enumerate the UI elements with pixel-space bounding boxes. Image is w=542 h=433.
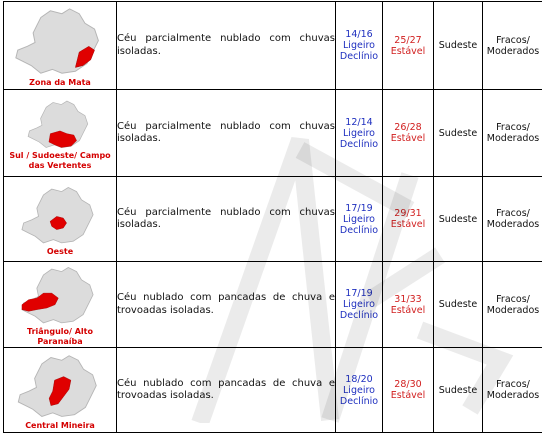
wind-direction: Sudeste: [434, 262, 483, 348]
humidity-trend: Estável: [383, 219, 433, 230]
wind-direction: Sudeste: [434, 348, 483, 433]
temperature-value: 12/14: [336, 117, 382, 128]
forecast-description: Céu parcialmente nublado com chuvas isol…: [117, 177, 336, 262]
minas-gerais-map-icon: [12, 185, 108, 247]
minas-gerais-map-icon: [12, 99, 108, 151]
wind-intensity-cell: Fracos/ Moderados: [483, 262, 542, 348]
temperature-trend-line1: Ligeiro: [336, 299, 382, 310]
wind-intensity-line2: Moderados: [483, 390, 542, 401]
wind-intensity-cell: Fracos/ Moderados: [483, 90, 542, 177]
table-row: Central Mineira Céu nublado com pancadas…: [4, 348, 542, 433]
wind-intensity-line2: Moderados: [483, 133, 542, 144]
region-name: Central Mineira: [4, 421, 116, 431]
wind-direction: Sudeste: [434, 177, 483, 262]
minas-gerais-map-icon: [12, 353, 108, 421]
humidity-trend: Estável: [383, 133, 433, 144]
wind-intensity-line1: Fracos/: [483, 208, 542, 219]
region-name: Triângulo/ Alto Paranaíba: [4, 327, 116, 347]
temperature-cell: 17/19 Ligeiro Declínio: [336, 262, 383, 348]
minas-gerais-map-icon: [12, 6, 108, 78]
temperature-trend-line1: Ligeiro: [336, 128, 382, 139]
region-map-cell: Central Mineira: [4, 348, 117, 433]
temperature-value: 17/19: [336, 203, 382, 214]
humidity-value: 25/27: [383, 35, 433, 46]
region-name: Sul / Sudoeste/ Campo das Vertentes: [4, 151, 116, 171]
wind-direction: Sudeste: [434, 90, 483, 177]
humidity-cell: 29/31 Estável: [383, 177, 434, 262]
humidity-cell: 28/30 Estável: [383, 348, 434, 433]
wind-intensity-line2: Moderados: [483, 219, 542, 230]
minas-gerais-map-icon: [12, 265, 108, 327]
wind-intensity-cell: Fracos/ Moderados: [483, 177, 542, 262]
wind-intensity-cell: Fracos/ Moderados: [483, 2, 542, 90]
temperature-value: 14/16: [336, 29, 382, 40]
humidity-trend: Estável: [383, 390, 433, 401]
forecast-description: Céu parcialmente nublado com chuvas isol…: [117, 90, 336, 177]
wind-intensity-line2: Moderados: [483, 305, 542, 316]
temperature-cell: 17/19 Ligeiro Declínio: [336, 177, 383, 262]
humidity-cell: 25/27 Estável: [383, 2, 434, 90]
forecast-description: Céu nublado com pancadas de chuva e trov…: [117, 262, 336, 348]
region-map-cell: Sul / Sudoeste/ Campo das Vertentes: [4, 90, 117, 177]
temperature-trend-line1: Ligeiro: [336, 40, 382, 51]
temperature-cell: 12/14 Ligeiro Declínio: [336, 90, 383, 177]
humidity-cell: 26/28 Estável: [383, 90, 434, 177]
forecast-table: Zona da Mata Céu parcialmente nublado co…: [3, 1, 542, 433]
region-map-cell: Oeste: [4, 177, 117, 262]
table-row: Triângulo/ Alto Paranaíba Céu nublado co…: [4, 262, 542, 348]
wind-intensity-cell: Fracos/ Moderados: [483, 348, 542, 433]
humidity-trend: Estável: [383, 46, 433, 57]
temperature-trend-line1: Ligeiro: [336, 214, 382, 225]
temperature-cell: 18/20 Ligeiro Declínio: [336, 348, 383, 433]
forecast-description: Céu nublado com pancadas de chuva e trov…: [117, 348, 336, 433]
wind-intensity-line1: Fracos/: [483, 122, 542, 133]
temperature-trend-line2: Declínio: [336, 310, 382, 321]
humidity-value: 26/28: [383, 122, 433, 133]
temperature-value: 18/20: [336, 374, 382, 385]
wind-intensity-line1: Fracos/: [483, 35, 542, 46]
temperature-cell: 14/16 Ligeiro Declínio: [336, 2, 383, 90]
humidity-value: 28/30: [383, 379, 433, 390]
table-row: Zona da Mata Céu parcialmente nublado co…: [4, 2, 542, 90]
table-row: Sul / Sudoeste/ Campo das Vertentes Céu …: [4, 90, 542, 177]
temperature-trend-line2: Declínio: [336, 396, 382, 407]
region-map-cell: Triângulo/ Alto Paranaíba: [4, 262, 117, 348]
table-row: Oeste Céu parcialmente nublado com chuva…: [4, 177, 542, 262]
region-name: Oeste: [4, 247, 116, 257]
region-map-cell: Zona da Mata: [4, 2, 117, 90]
wind-intensity-line1: Fracos/: [483, 294, 542, 305]
humidity-trend: Estável: [383, 305, 433, 316]
temperature-trend-line2: Declínio: [336, 139, 382, 150]
forecast-description: Céu parcialmente nublado com chuvas isol…: [117, 2, 336, 90]
humidity-cell: 31/33 Estável: [383, 262, 434, 348]
humidity-value: 31/33: [383, 294, 433, 305]
wind-intensity-line1: Fracos/: [483, 379, 542, 390]
humidity-value: 29/31: [383, 208, 433, 219]
wind-intensity-line2: Moderados: [483, 46, 542, 57]
temperature-trend-line2: Declínio: [336, 225, 382, 236]
region-name: Zona da Mata: [4, 78, 116, 88]
temperature-value: 17/19: [336, 288, 382, 299]
temperature-trend-line2: Declínio: [336, 51, 382, 62]
temperature-trend-line1: Ligeiro: [336, 385, 382, 396]
wind-direction: Sudeste: [434, 2, 483, 90]
